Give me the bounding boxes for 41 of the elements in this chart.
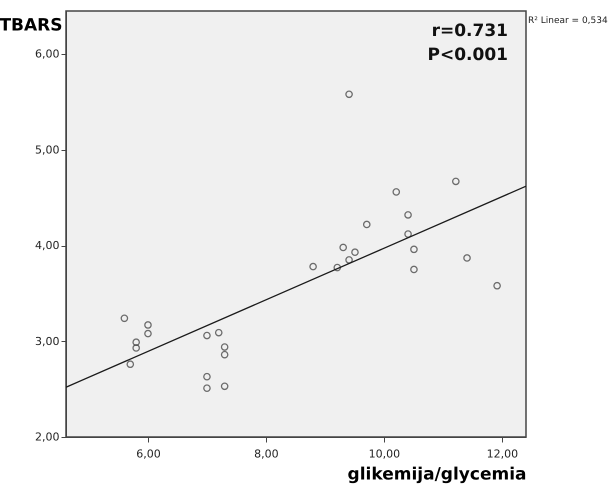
x-tick-label: 12,00 (486, 448, 518, 460)
point (126, 360, 134, 368)
point (120, 314, 128, 322)
point (220, 350, 228, 358)
y-tick-label: 5,00 (35, 143, 60, 156)
point (132, 344, 140, 352)
point (493, 282, 501, 290)
point (463, 254, 471, 262)
point (351, 248, 359, 256)
annotation: P<0.001 (428, 45, 508, 65)
y-tick-label: 4,00 (35, 239, 60, 252)
y-tick-label: 3,00 (35, 334, 60, 348)
y-tick-label: 6,00 (35, 48, 60, 61)
point (404, 230, 412, 238)
point (220, 343, 228, 351)
text: R² Linear = 0,534 (528, 16, 608, 26)
point (203, 372, 211, 380)
point (404, 211, 412, 219)
point (345, 90, 353, 98)
point (362, 220, 371, 228)
x-tick-label: 6,00 (136, 448, 161, 460)
point (144, 330, 152, 338)
point (410, 246, 418, 254)
x-tick-label: 8,00 (254, 448, 279, 460)
annotation: r=0.731 (432, 21, 508, 41)
point (132, 338, 140, 346)
x-axis-title: glikemija/glycemia (348, 464, 526, 484)
point (203, 384, 211, 392)
y-tick-label: 2,00 (35, 430, 60, 444)
point (333, 264, 342, 272)
point (220, 382, 228, 390)
point (309, 262, 317, 270)
point (144, 321, 152, 329)
point (345, 256, 353, 264)
point (203, 332, 211, 340)
point (214, 328, 223, 336)
point (392, 188, 400, 196)
x-tick-label: 10,00 (368, 448, 400, 460)
point (410, 266, 418, 274)
point (452, 178, 460, 186)
point (339, 244, 347, 252)
